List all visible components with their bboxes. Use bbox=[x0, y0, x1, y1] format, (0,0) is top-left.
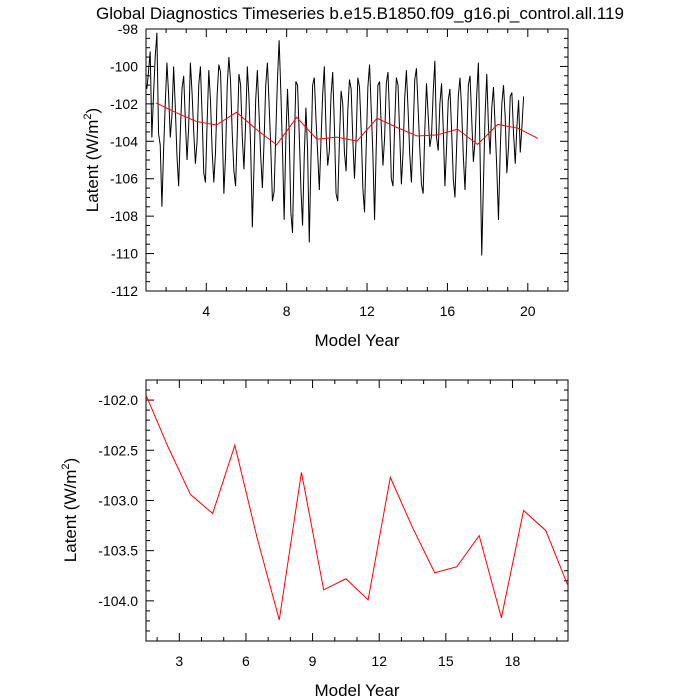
plot-frame bbox=[145, 28, 569, 292]
x-tick-label: 12 bbox=[359, 303, 375, 319]
x-tick-label: 6 bbox=[242, 653, 250, 669]
y-axis-title: Latent (W/m2) bbox=[60, 458, 80, 562]
series-line-annual bbox=[155, 102, 539, 146]
y-tick-label: -104.0 bbox=[98, 593, 138, 609]
x-tick-label: 3 bbox=[175, 653, 183, 669]
y-tick-label: -98 bbox=[118, 21, 138, 37]
x-tick-label: 4 bbox=[202, 303, 210, 319]
x-axis-title: Model Year bbox=[314, 681, 399, 700]
figure-title: Global Diagnostics Timeseries b.e15.B185… bbox=[96, 4, 624, 23]
y-tick-label: -102 bbox=[110, 96, 138, 112]
series-line-monthly bbox=[146, 32, 525, 256]
x-tick-label: 18 bbox=[505, 653, 521, 669]
x-axis-title: Model Year bbox=[314, 331, 399, 350]
y-tick-label: -108 bbox=[110, 208, 138, 224]
y-tick-label: -103.0 bbox=[98, 492, 138, 508]
y-tick-label: -110 bbox=[111, 246, 138, 262]
y-tick-label: -100 bbox=[110, 58, 138, 74]
y-axis-title: Latent (W/m2) bbox=[82, 108, 102, 212]
x-tick-label: 20 bbox=[520, 303, 536, 319]
bottom-panel: 3 6 9 12 15 18 -102.0 -102.5 -103.0 -103.5 -104.0 M… bbox=[60, 379, 569, 700]
top-panel: 4 8 12 16 20 -98 -100 -102 -104 -106 -108 -110 -112 M… bbox=[82, 21, 569, 350]
x-tick-label: 12 bbox=[371, 653, 387, 669]
x-tick-label: 16 bbox=[440, 303, 456, 319]
x-tick-label: 15 bbox=[438, 653, 454, 669]
y-tick-label: -106 bbox=[110, 171, 138, 187]
x-tick-label: 8 bbox=[283, 303, 291, 319]
series-line-annual bbox=[146, 394, 568, 621]
y-tick-label: -102.5 bbox=[98, 442, 138, 458]
y-tick-label: -112 bbox=[111, 283, 138, 299]
y-tick-label: -104 bbox=[110, 133, 138, 149]
y-tick-label: -102.0 bbox=[98, 392, 138, 408]
x-tick-label: 9 bbox=[309, 653, 317, 669]
y-tick-label: -103.5 bbox=[98, 543, 138, 559]
